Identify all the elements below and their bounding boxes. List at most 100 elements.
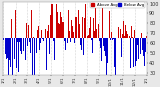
Bar <box>48 25 49 38</box>
Bar <box>118 27 119 38</box>
Bar <box>50 15 51 38</box>
Bar <box>32 38 33 83</box>
Bar <box>131 26 132 38</box>
Bar <box>77 38 78 57</box>
Bar <box>125 25 126 38</box>
Bar <box>123 21 124 38</box>
Bar <box>98 24 99 38</box>
Bar <box>91 38 92 40</box>
Bar <box>138 38 139 59</box>
Bar <box>141 33 142 38</box>
Bar <box>17 38 18 42</box>
Bar <box>109 11 110 38</box>
Bar <box>49 38 50 54</box>
Bar <box>86 7 87 38</box>
Bar <box>71 20 72 38</box>
Bar <box>56 4 57 38</box>
Bar <box>72 26 73 38</box>
Bar <box>11 19 12 38</box>
Bar <box>85 4 86 38</box>
Bar <box>126 31 127 38</box>
Bar <box>52 4 53 38</box>
Bar <box>107 38 108 63</box>
Bar <box>34 38 35 78</box>
Bar <box>106 38 107 83</box>
Bar <box>54 38 55 60</box>
Bar <box>62 22 63 38</box>
Bar <box>128 38 129 51</box>
Bar <box>101 38 102 61</box>
Bar <box>25 38 26 60</box>
Bar <box>3 38 4 40</box>
Bar <box>55 38 56 50</box>
Bar <box>90 17 91 38</box>
Bar <box>142 38 143 50</box>
Bar <box>81 38 82 50</box>
Bar <box>41 30 42 38</box>
Bar <box>82 17 83 38</box>
Bar <box>70 38 71 42</box>
Bar <box>14 38 15 59</box>
Bar <box>103 38 104 46</box>
Bar <box>42 38 43 39</box>
Bar <box>35 31 36 38</box>
Bar <box>133 38 134 67</box>
Bar <box>73 32 74 38</box>
Bar <box>60 12 61 38</box>
Bar <box>83 38 84 55</box>
Bar <box>100 38 101 48</box>
Bar <box>102 4 103 38</box>
Bar <box>96 29 97 38</box>
Bar <box>65 38 66 50</box>
Bar <box>5 38 6 54</box>
Bar <box>111 32 112 38</box>
Bar <box>76 17 77 38</box>
Bar <box>68 10 69 38</box>
Bar <box>36 38 37 53</box>
Bar <box>134 30 135 38</box>
Bar <box>18 38 19 72</box>
Bar <box>31 10 32 38</box>
Bar <box>27 38 28 46</box>
Bar <box>63 22 64 38</box>
Bar <box>88 35 89 38</box>
Bar <box>19 38 20 42</box>
Bar <box>136 38 137 61</box>
Bar <box>24 23 25 38</box>
Bar <box>75 17 76 38</box>
Bar <box>93 18 94 38</box>
Bar <box>57 12 58 38</box>
Bar <box>6 38 7 59</box>
Bar <box>140 38 141 54</box>
Bar <box>122 34 123 38</box>
Bar <box>61 17 62 38</box>
Bar <box>135 38 136 66</box>
Bar <box>95 4 96 38</box>
Bar <box>99 38 100 58</box>
Bar <box>139 38 140 79</box>
Bar <box>39 38 40 50</box>
Bar <box>23 38 24 52</box>
Bar <box>64 4 65 38</box>
Bar <box>38 26 39 38</box>
Bar <box>132 37 133 38</box>
Bar <box>124 36 125 38</box>
Bar <box>78 10 79 38</box>
Bar <box>114 38 115 67</box>
Bar <box>119 38 120 58</box>
Bar <box>43 38 44 41</box>
Bar <box>9 38 10 60</box>
Bar <box>94 31 95 38</box>
Bar <box>45 29 46 38</box>
Bar <box>144 38 145 66</box>
Bar <box>112 38 113 40</box>
Bar <box>47 31 48 38</box>
Bar <box>108 38 109 48</box>
Bar <box>15 38 16 59</box>
Bar <box>92 38 93 53</box>
Bar <box>67 38 68 43</box>
Bar <box>51 4 52 38</box>
Bar <box>87 36 88 38</box>
Bar <box>121 38 122 57</box>
Bar <box>44 25 45 38</box>
